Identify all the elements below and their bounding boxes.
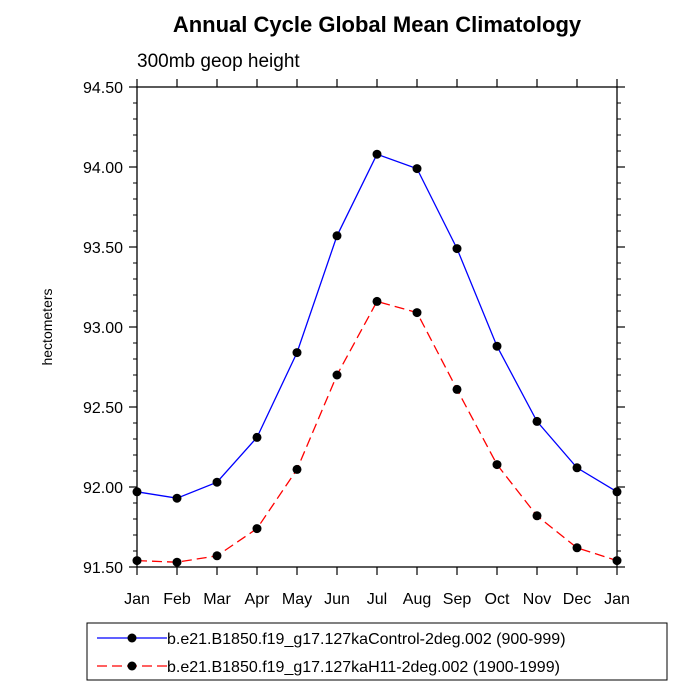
x-tick-label: Jan [604,591,630,608]
series-line [136,300,618,563]
data-point [172,493,182,503]
data-point [532,511,542,521]
tick-labels: 91.50 92.00 92.50 93.00 93.50 94.00 94.50 Jan Fe… [83,80,630,608]
data-point [332,231,342,241]
x-tick-label: Jun [324,591,350,608]
x-tick-label: Apr [245,591,271,608]
data-point [572,463,582,473]
data-point [412,164,422,174]
x-tick-label: Jul [367,591,387,608]
legend-marker-series-1 [127,633,137,643]
y-tick-label: 93.50 [83,240,123,257]
y-tick-label: 93.00 [83,320,123,337]
x-tick-label: May [282,591,312,608]
data-point [452,384,462,394]
series-1 [132,149,622,503]
legend-label-series-2: b.e21.B1850.f19_g17.127kaH11-2deg.002 (1… [167,659,560,676]
series-line [136,153,618,499]
legend: b.e21.B1850.f19_g17.127kaControl-2deg.00… [86,622,668,681]
chart-title: Annual Cycle Global Mean Climatology [173,12,582,37]
x-tick-label: Mar [203,591,231,608]
plot-frame [136,86,618,568]
y-tick-label: 92.50 [83,400,123,417]
y-axis-label: hectometers [39,288,55,365]
x-tick-label: Aug [403,591,431,608]
data-point [492,341,502,351]
x-tick-label: Feb [163,591,191,608]
data-point [292,464,302,474]
y-tick-label: 91.50 [83,560,123,577]
y-tick-label: 94.50 [83,80,123,97]
x-tick-label: Dec [563,591,591,608]
legend-label-series-1: b.e21.B1850.f19_g17.127kaControl-2deg.00… [167,631,566,648]
series-layer [132,149,622,567]
y-tick-label: 92.00 [83,480,123,497]
legend-marker-series-2 [127,661,137,671]
data-point [372,149,382,159]
data-point [252,432,262,442]
chart-subtitle: 300mb geop height [137,51,300,72]
data-point [332,370,342,380]
data-point [372,296,382,306]
y-tick-label: 94.00 [83,160,123,177]
data-point [172,557,182,567]
data-point [412,308,422,318]
data-point [492,460,502,470]
data-point [572,543,582,553]
data-point [212,477,222,487]
data-point [292,348,302,358]
x-tick-label: Sep [443,591,472,608]
data-point [252,524,262,534]
x-tick-label: Nov [523,591,551,608]
x-tick-label: Jan [124,591,150,608]
data-point [532,416,542,426]
axis-ticks [129,79,625,575]
series-2 [132,296,622,567]
legend-box [86,622,668,681]
data-point [212,551,222,561]
x-tick-label: Oct [485,591,510,608]
data-point [452,244,462,254]
